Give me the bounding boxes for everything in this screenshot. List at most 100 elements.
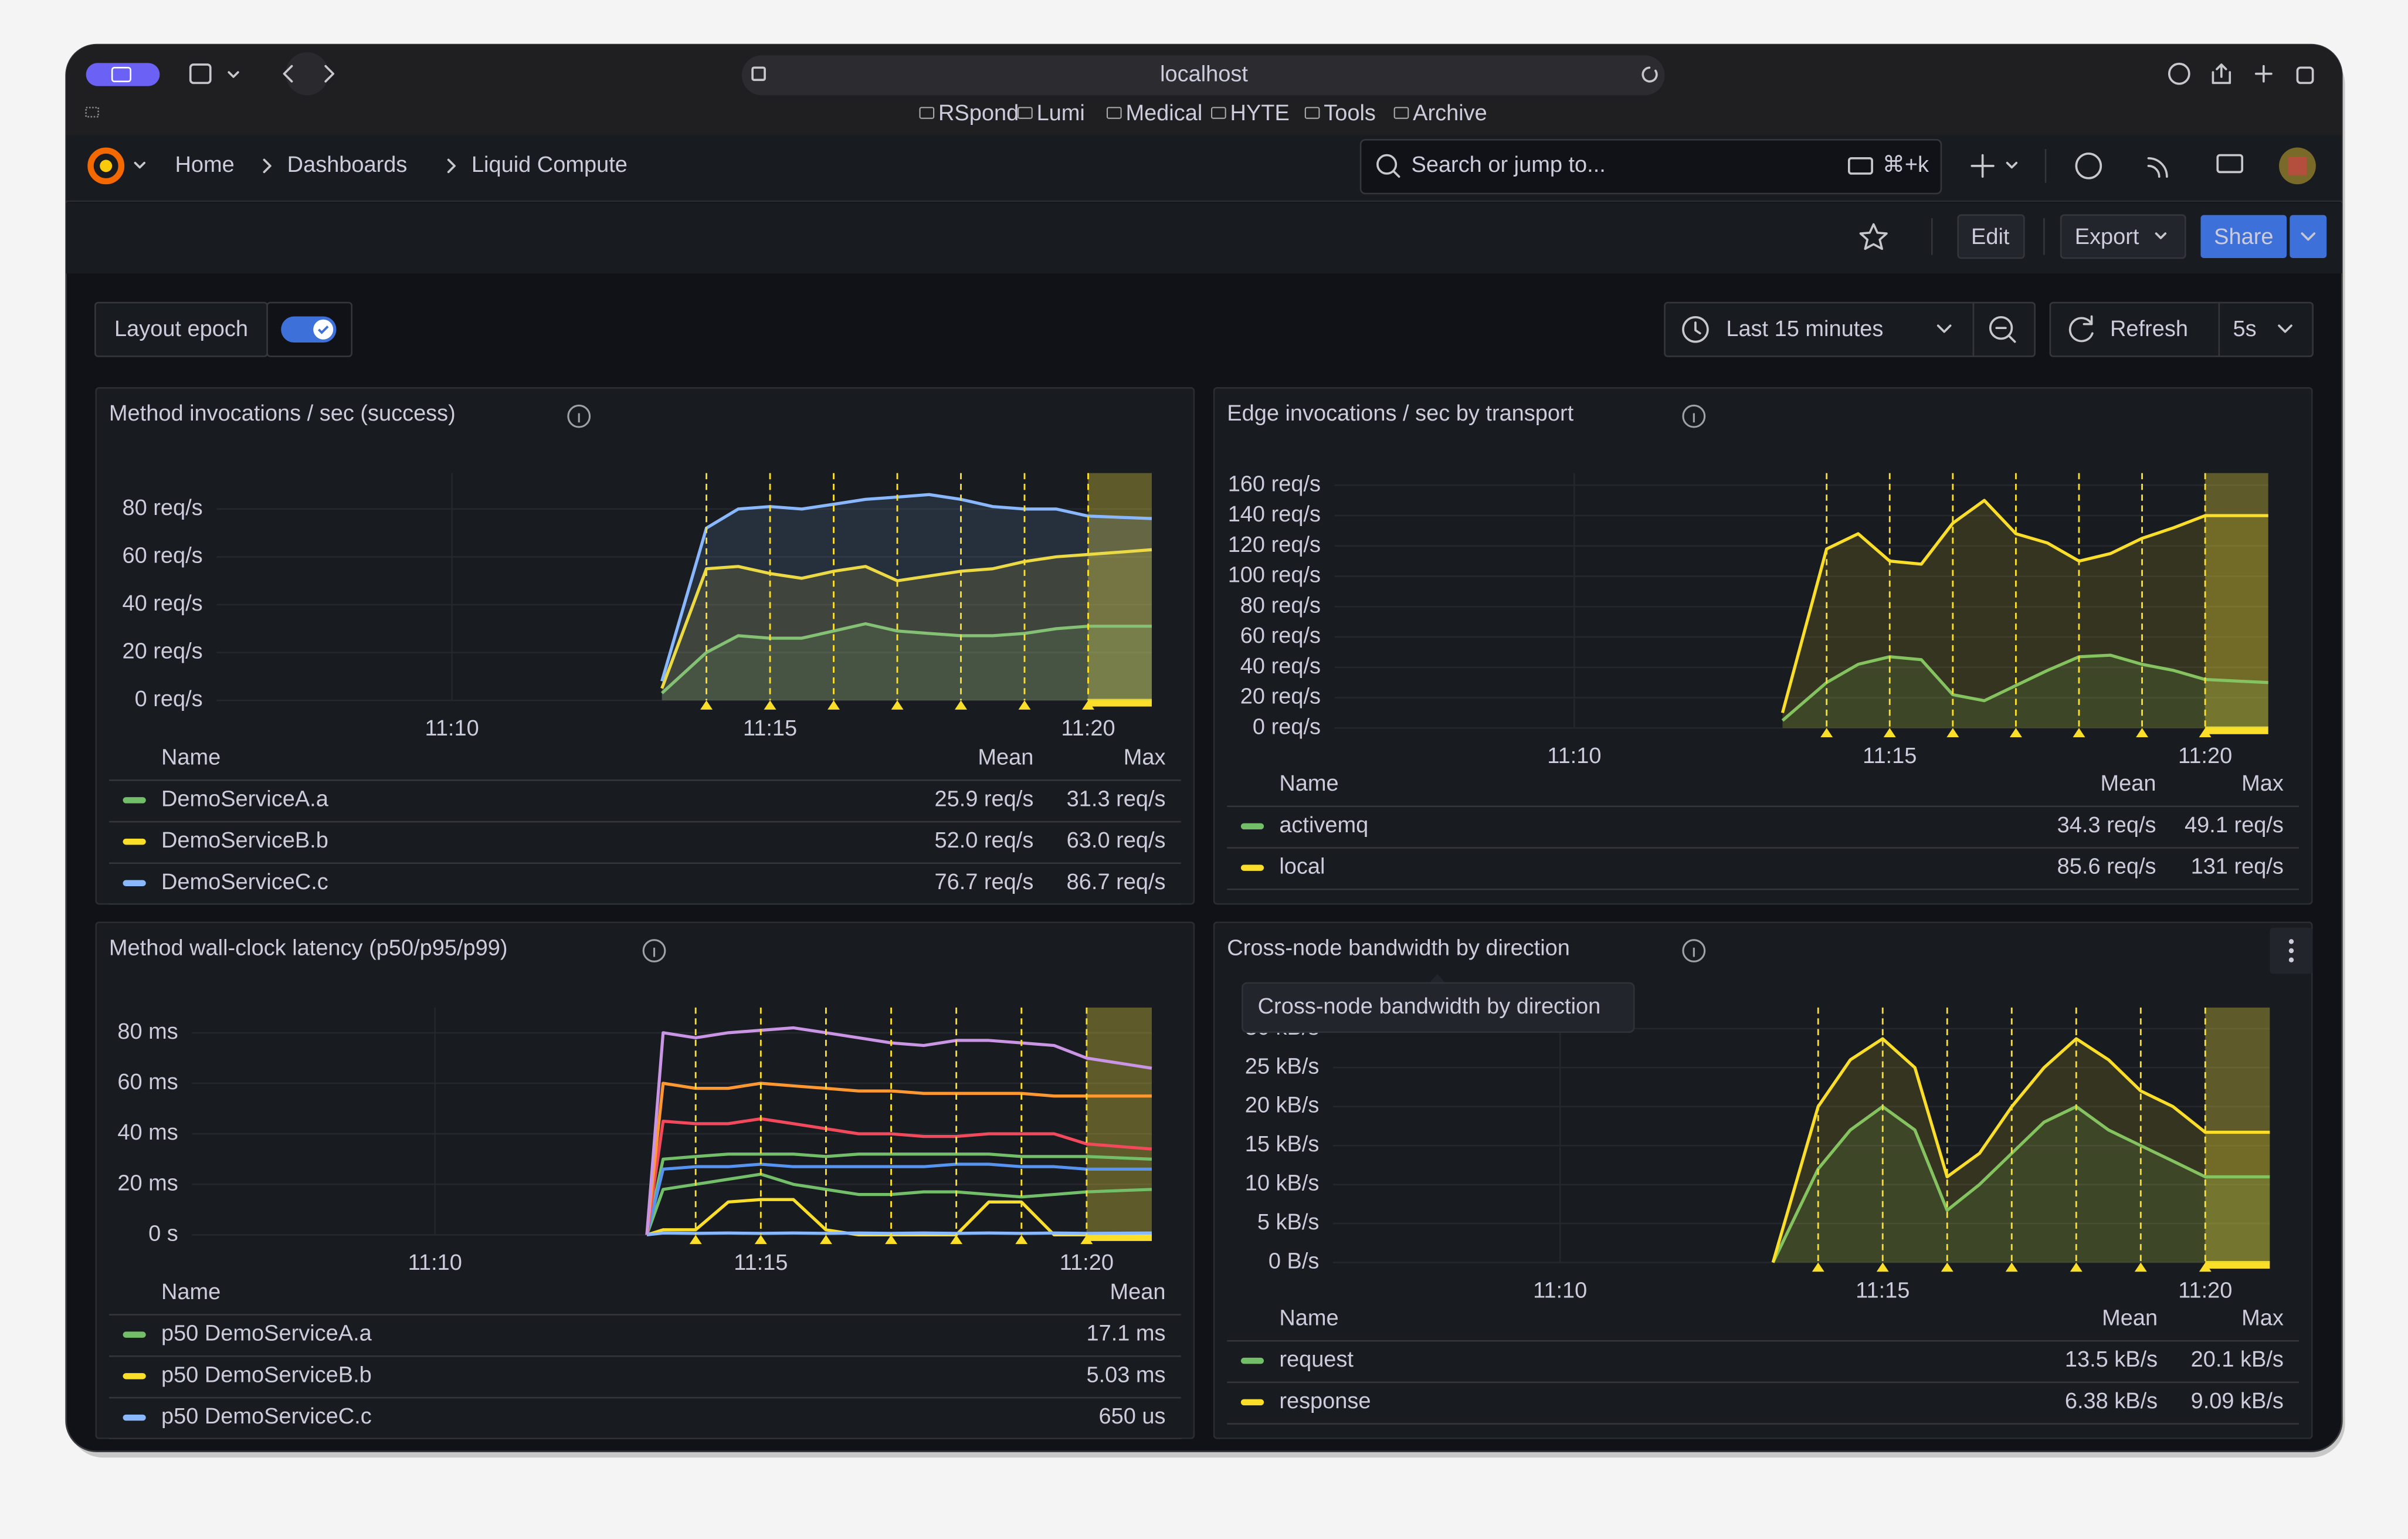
back-button[interactable] bbox=[283, 65, 293, 83]
legend-swatch bbox=[123, 1373, 146, 1379]
profile-pill[interactable] bbox=[86, 63, 160, 86]
news-icon[interactable] bbox=[2147, 157, 2168, 178]
y-tick-label: 40 req/s bbox=[1240, 654, 1321, 679]
legend-swatch bbox=[123, 838, 146, 845]
breadcrumb[interactable]: Dashboards bbox=[287, 152, 408, 177]
help-icon[interactable] bbox=[2075, 152, 2102, 179]
series-line bbox=[645, 1117, 1152, 1235]
legend-header[interactable]: Name bbox=[161, 745, 221, 770]
x-tick-label: 11:15 bbox=[734, 1250, 788, 1275]
share-button[interactable] bbox=[2200, 215, 2287, 258]
legend-name[interactable]: DemoServiceC.c bbox=[161, 870, 328, 894]
folder-icon bbox=[1211, 107, 1226, 119]
folder-icon bbox=[919, 107, 935, 119]
bookmark[interactable]: Tools bbox=[1324, 101, 1376, 126]
kiosk-icon[interactable] bbox=[2216, 154, 2244, 174]
y-tick-label: 60 req/s bbox=[122, 543, 202, 568]
panel-title: Method invocations / sec (success) bbox=[109, 401, 456, 426]
legend-stat: 9.09 kB/s bbox=[2191, 1389, 2284, 1413]
legend-header[interactable]: Max bbox=[2241, 1306, 2284, 1330]
refresh-picker[interactable] bbox=[2049, 301, 2314, 357]
x-tick-label: 11:20 bbox=[2178, 744, 2232, 768]
sidebar-icon[interactable] bbox=[189, 63, 212, 84]
share-icon[interactable] bbox=[2212, 63, 2231, 84]
legend-stat: 650 us bbox=[1099, 1404, 1166, 1429]
legend-name[interactable]: activemq bbox=[1279, 813, 1368, 838]
legend-name[interactable]: local bbox=[1279, 855, 1325, 879]
legend-name[interactable]: DemoServiceA.a bbox=[161, 787, 329, 811]
site-icon bbox=[751, 66, 766, 82]
y-tick-label: 5 kB/s bbox=[1257, 1210, 1320, 1235]
legend-header[interactable]: Max bbox=[1124, 745, 1166, 770]
legend-header[interactable]: Mean bbox=[1110, 1280, 1166, 1304]
legend-stat: 49.1 req/s bbox=[2185, 813, 2284, 838]
search-box[interactable] bbox=[1359, 139, 1942, 195]
annotation-marker bbox=[950, 1235, 963, 1245]
legend-name[interactable]: request bbox=[1279, 1347, 1354, 1372]
menu-dot bbox=[2288, 957, 2294, 962]
refresh-interval: 5s bbox=[2233, 317, 2256, 341]
y-tick-label: 160 req/s bbox=[1228, 472, 1321, 496]
x-tick-label: 11:15 bbox=[1863, 744, 1917, 768]
bookmark[interactable]: Archive bbox=[1413, 101, 1487, 126]
bookmark[interactable]: Lumi bbox=[1037, 101, 1085, 126]
legend-name[interactable]: DemoServiceB.b bbox=[161, 828, 328, 853]
star-icon[interactable] bbox=[1859, 223, 1888, 250]
address-bar[interactable] bbox=[741, 55, 1665, 96]
breadcrumb[interactable]: Home bbox=[175, 152, 235, 177]
legend-header[interactable]: Name bbox=[1279, 771, 1338, 796]
reload-icon[interactable] bbox=[1641, 66, 1658, 83]
panel: Edge invocations / sec by transport 0 req… bbox=[1213, 387, 2313, 905]
panel-title: Edge invocations / sec by transport bbox=[1227, 401, 1573, 426]
forward-button[interactable] bbox=[324, 65, 335, 83]
url: localhost bbox=[1160, 62, 1248, 86]
legend-stat: 5.03 ms bbox=[1086, 1362, 1165, 1387]
legend-header[interactable]: Mean bbox=[978, 745, 1033, 770]
annotation-marker bbox=[1941, 1262, 1953, 1272]
add-icon[interactable] bbox=[1971, 154, 1995, 178]
share-dropdown[interactable] bbox=[2290, 215, 2327, 258]
tooltip-arrow bbox=[1428, 974, 1447, 985]
annotation-marker bbox=[2009, 728, 2022, 738]
legend-name[interactable]: p50 DemoServiceA.a bbox=[161, 1321, 372, 1346]
annotation-marker bbox=[754, 1235, 767, 1245]
info-icon bbox=[1682, 404, 1706, 428]
annotation-marker bbox=[885, 1235, 898, 1245]
y-tick-label: 40 ms bbox=[117, 1120, 178, 1145]
panels: Method invocations / sec (success) 0 req/… bbox=[95, 387, 2313, 1439]
time-picker[interactable] bbox=[1664, 301, 2036, 357]
x-tick-label: 11:10 bbox=[1533, 1278, 1587, 1303]
y-tick-label: 0 B/s bbox=[1269, 1249, 1320, 1274]
bookmark[interactable]: HYTE bbox=[1230, 101, 1290, 126]
panel-frame bbox=[95, 921, 1195, 1439]
legend-name[interactable]: p50 DemoServiceC.c bbox=[161, 1404, 372, 1429]
legend-header[interactable]: Mean bbox=[2101, 771, 2156, 796]
downloads-icon[interactable] bbox=[2168, 62, 2190, 85]
y-tick-label: 15 kB/s bbox=[1245, 1132, 1320, 1157]
legend-header[interactable]: Mean bbox=[2102, 1306, 2158, 1330]
bookmark[interactable]: Medical bbox=[1125, 101, 1202, 126]
zoom-out-icon[interactable] bbox=[1989, 316, 2013, 340]
legend-swatch bbox=[123, 880, 146, 887]
chevron bbox=[228, 71, 239, 78]
clock-hands bbox=[1694, 321, 1701, 335]
tabs-icon[interactable] bbox=[2296, 66, 2314, 84]
legend-header[interactable]: Name bbox=[1279, 1306, 1338, 1330]
check-icon bbox=[317, 326, 329, 334]
panel-title: Cross-node bandwidth by direction bbox=[1227, 935, 1570, 960]
legend-name[interactable]: response bbox=[1279, 1389, 1371, 1413]
export-button[interactable] bbox=[2060, 214, 2186, 259]
legend-header[interactable]: Max bbox=[2241, 771, 2284, 796]
annotation-marker bbox=[819, 1235, 832, 1245]
legend-name[interactable]: p50 DemoServiceB.b bbox=[161, 1362, 372, 1387]
breadcrumb-separator bbox=[447, 158, 456, 174]
chevron bbox=[134, 161, 145, 169]
grafana-logo[interactable] bbox=[87, 147, 125, 185]
y-tick-label: 60 req/s bbox=[1240, 623, 1321, 648]
legend-stat: 34.3 req/s bbox=[2057, 813, 2156, 838]
chevron bbox=[2278, 324, 2292, 333]
new-tab-icon[interactable] bbox=[2254, 65, 2273, 83]
legend-header[interactable]: Name bbox=[161, 1280, 221, 1304]
bookmark[interactable]: RSpond bbox=[938, 101, 1019, 126]
edit-button[interactable] bbox=[1957, 214, 2025, 259]
